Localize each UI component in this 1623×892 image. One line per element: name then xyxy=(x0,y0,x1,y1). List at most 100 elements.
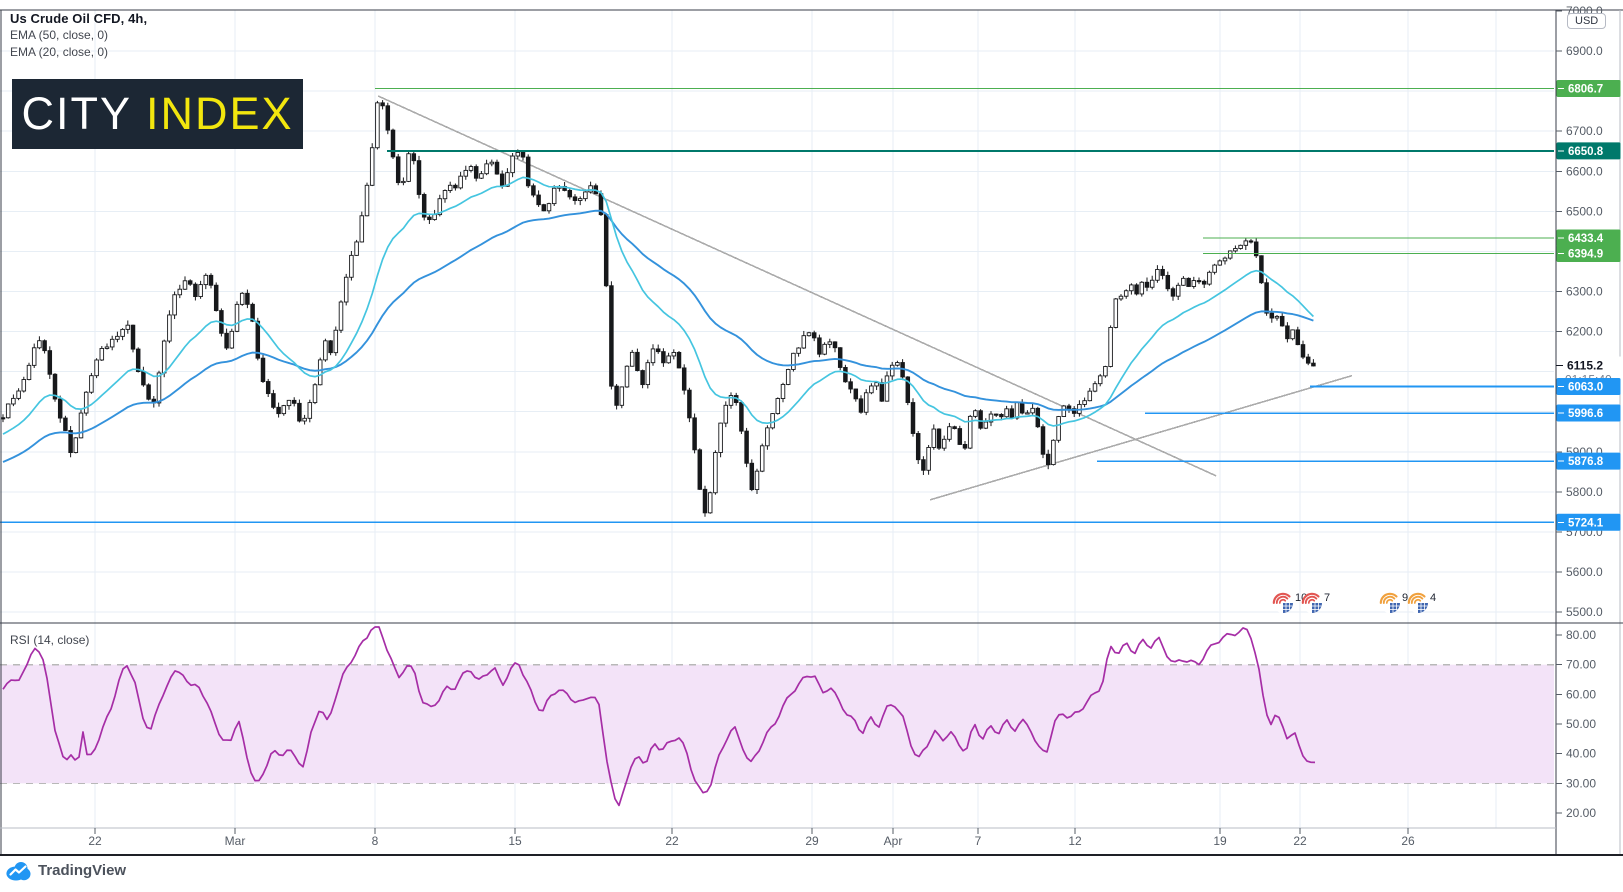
candle-body xyxy=(255,320,261,359)
rsi-legend[interactable]: RSI (14, close) xyxy=(10,633,90,647)
level-badge[interactable] xyxy=(1556,513,1621,531)
candle-body xyxy=(572,196,578,201)
price-tick-label[interactable]: 6300.0 xyxy=(1566,284,1603,298)
level-badge-label: 5876.8 xyxy=(1568,456,1604,468)
candle-body xyxy=(822,343,827,355)
candle-body xyxy=(926,446,931,471)
candle-body xyxy=(63,417,68,431)
candle-body xyxy=(427,216,432,221)
ema50-line[interactable] xyxy=(2,209,1314,463)
event-flag-icon[interactable] xyxy=(1407,592,1428,613)
candle-body xyxy=(780,383,786,400)
rsi-tick-label[interactable]: 50.00 xyxy=(1566,717,1596,731)
candle-body xyxy=(1108,326,1113,367)
level-badge[interactable] xyxy=(1556,142,1621,160)
tradingview-logo[interactable]: TradingView xyxy=(6,860,126,881)
price-tick-label[interactable]: 6600.0 xyxy=(1566,164,1603,178)
time-tick-label[interactable]: 19 xyxy=(1213,834,1227,848)
candle-body xyxy=(973,410,978,417)
candle-body xyxy=(739,402,744,432)
city-index-city-text: CITY xyxy=(21,88,132,139)
last-price-label[interactable]: 6115.2 xyxy=(1567,359,1603,373)
candle-body xyxy=(921,459,926,471)
price-tick-label[interactable]: 6900.0 xyxy=(1566,44,1603,58)
candle-body xyxy=(1149,279,1155,288)
time-tick-label[interactable]: 22 xyxy=(88,834,102,848)
rsi-tick-label[interactable]: 30.00 xyxy=(1566,776,1596,790)
level-badge[interactable] xyxy=(1556,452,1621,470)
time-tick-label[interactable]: 29 xyxy=(805,834,819,848)
level-badge[interactable] xyxy=(1556,404,1621,422)
rsi-tick-label[interactable]: 40.00 xyxy=(1566,747,1596,761)
candle-body xyxy=(120,328,125,337)
candle-body xyxy=(1066,405,1072,410)
ema50-legend[interactable]: EMA (50, close, 0) xyxy=(10,28,109,42)
price-tick-label[interactable]: 5800.0 xyxy=(1566,485,1603,499)
price-tick-label[interactable]: 6700.0 xyxy=(1566,124,1603,138)
candle-body xyxy=(993,413,999,416)
level-badge[interactable] xyxy=(1556,229,1621,247)
rsi-tick-label[interactable]: 60.00 xyxy=(1566,687,1596,701)
candle-body xyxy=(588,185,593,193)
time-tick-label[interactable]: 12 xyxy=(1068,834,1082,848)
ema20-line[interactable] xyxy=(2,176,1315,435)
candle-body xyxy=(941,438,947,449)
currency-button[interactable]: USD xyxy=(1567,13,1607,29)
candle-body xyxy=(1269,312,1275,319)
symbol-title[interactable]: Us Crude Oil CFD, 4h, xyxy=(10,11,148,26)
candle-body xyxy=(141,371,146,386)
candle-body xyxy=(489,161,495,165)
candle-body xyxy=(915,433,921,461)
time-tick-label[interactable]: 22 xyxy=(665,834,679,848)
level-badge[interactable] xyxy=(1556,79,1621,97)
candle-body xyxy=(1191,280,1197,287)
candle-body xyxy=(1160,269,1165,276)
candle-body xyxy=(203,274,209,286)
candle-body xyxy=(1092,383,1098,392)
level-badge[interactable] xyxy=(1556,377,1621,395)
trendline[interactable] xyxy=(377,95,1217,477)
candle-body xyxy=(484,163,489,175)
price-tick-label[interactable]: 5600.0 xyxy=(1566,565,1603,579)
candle-body xyxy=(213,284,219,312)
candle-body xyxy=(1305,356,1311,364)
candle-body xyxy=(707,492,713,514)
ema20-legend[interactable]: EMA (20, close, 0) xyxy=(10,45,109,59)
trendline[interactable] xyxy=(929,374,1353,501)
candle-body xyxy=(791,352,796,370)
event-flag-icon[interactable] xyxy=(1272,592,1293,613)
time-tick-label[interactable]: 7 xyxy=(975,834,982,848)
candle-body xyxy=(1238,244,1243,249)
time-tick-label[interactable]: 22 xyxy=(1293,834,1307,848)
candle-body xyxy=(1030,407,1035,414)
price-tick-label[interactable]: 5500.0 xyxy=(1566,605,1603,619)
time-tick-label[interactable]: Mar xyxy=(225,834,246,848)
time-tick-label[interactable]: Apr xyxy=(884,834,903,848)
event-flag-part xyxy=(1407,592,1426,605)
candle-body xyxy=(1186,277,1191,287)
candle-body xyxy=(874,382,879,387)
rsi-tick-label[interactable]: 80.00 xyxy=(1566,628,1596,642)
rsi-line[interactable] xyxy=(2,626,1316,807)
time-tick-label[interactable]: 26 xyxy=(1401,834,1415,848)
price-tick-label[interactable]: 6500.0 xyxy=(1566,204,1603,218)
candle-body xyxy=(702,488,708,514)
time-tick-label[interactable]: 8 xyxy=(372,834,379,848)
candle-body xyxy=(224,332,229,349)
price-tick-label[interactable]: 6200.0 xyxy=(1566,325,1603,339)
city-index-logo: CITY INDEX xyxy=(12,79,303,149)
event-flag-icon[interactable] xyxy=(1379,592,1400,613)
candle-body xyxy=(505,172,510,187)
time-tick-label[interactable]: 15 xyxy=(508,834,522,848)
rsi-band xyxy=(0,664,1554,784)
event-flag-icon[interactable] xyxy=(1301,592,1322,613)
rsi-tick-label[interactable]: 70.00 xyxy=(1566,658,1596,672)
candle-body xyxy=(395,156,401,184)
candle-body xyxy=(546,203,552,212)
candle-body xyxy=(1274,315,1280,319)
rsi-tick-label[interactable]: 20.00 xyxy=(1566,806,1596,820)
candle-body xyxy=(229,330,235,349)
level-badge[interactable] xyxy=(1556,244,1621,262)
candle-body xyxy=(645,362,651,386)
